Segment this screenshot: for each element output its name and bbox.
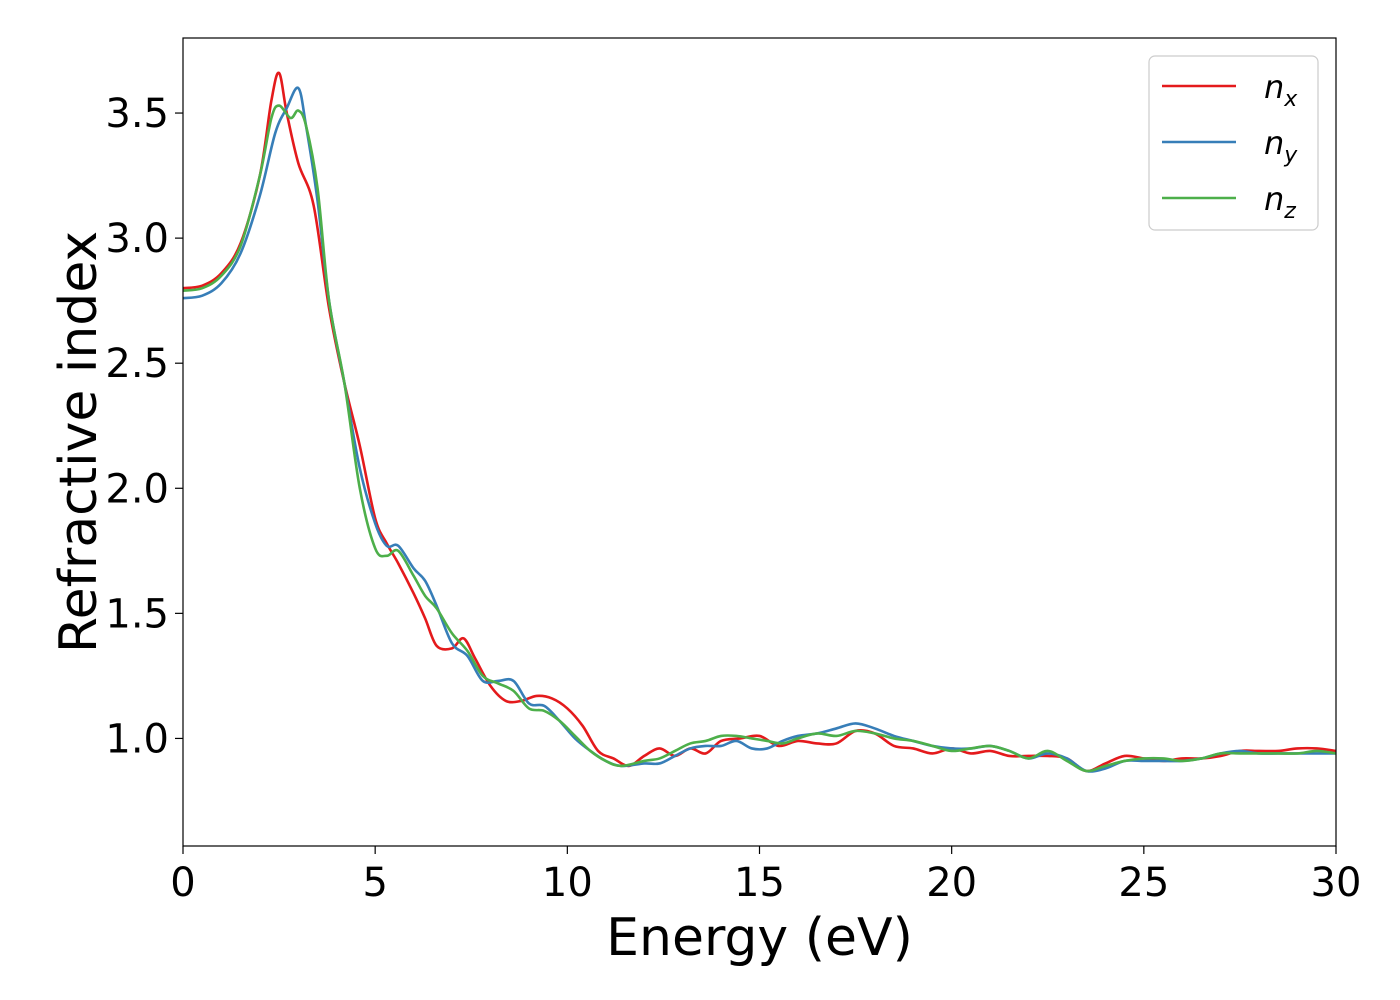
legend: nx ny nz bbox=[1148, 55, 1319, 231]
y-tick-label: 1.0 bbox=[105, 716, 169, 762]
x-tick-label: 0 bbox=[170, 860, 195, 906]
x-axis-ticks: 0 5 10 15 20 25 30 bbox=[170, 846, 1361, 906]
y-axis-label: Refractive index bbox=[49, 231, 109, 653]
x-tick-label: 20 bbox=[926, 860, 977, 906]
y-tick-label: 2.0 bbox=[105, 466, 169, 512]
legend-label-y: ny bbox=[1264, 124, 1298, 168]
x-tick-label: 5 bbox=[362, 860, 387, 906]
y-axis-ticks: 1.0 1.5 2.0 2.5 3.0 3.5 bbox=[105, 91, 183, 762]
x-tick-label: 25 bbox=[1118, 860, 1169, 906]
y-tick-label: 3.0 bbox=[105, 216, 169, 262]
x-tick-label: 30 bbox=[1311, 860, 1362, 906]
y-tick-label: 1.5 bbox=[105, 591, 169, 637]
y-tick-label: 2.5 bbox=[105, 341, 169, 387]
x-axis-label: Energy (eV) bbox=[606, 908, 913, 968]
plot-lines bbox=[183, 71, 1336, 773]
x-tick-label: 10 bbox=[542, 860, 593, 906]
legend-label-z: nz bbox=[1264, 180, 1296, 224]
legend-label-x: nx bbox=[1264, 68, 1298, 112]
x-tick-label: 15 bbox=[734, 860, 785, 906]
y-tick-label: 3.5 bbox=[105, 91, 169, 137]
series-line-z bbox=[183, 104, 1336, 773]
